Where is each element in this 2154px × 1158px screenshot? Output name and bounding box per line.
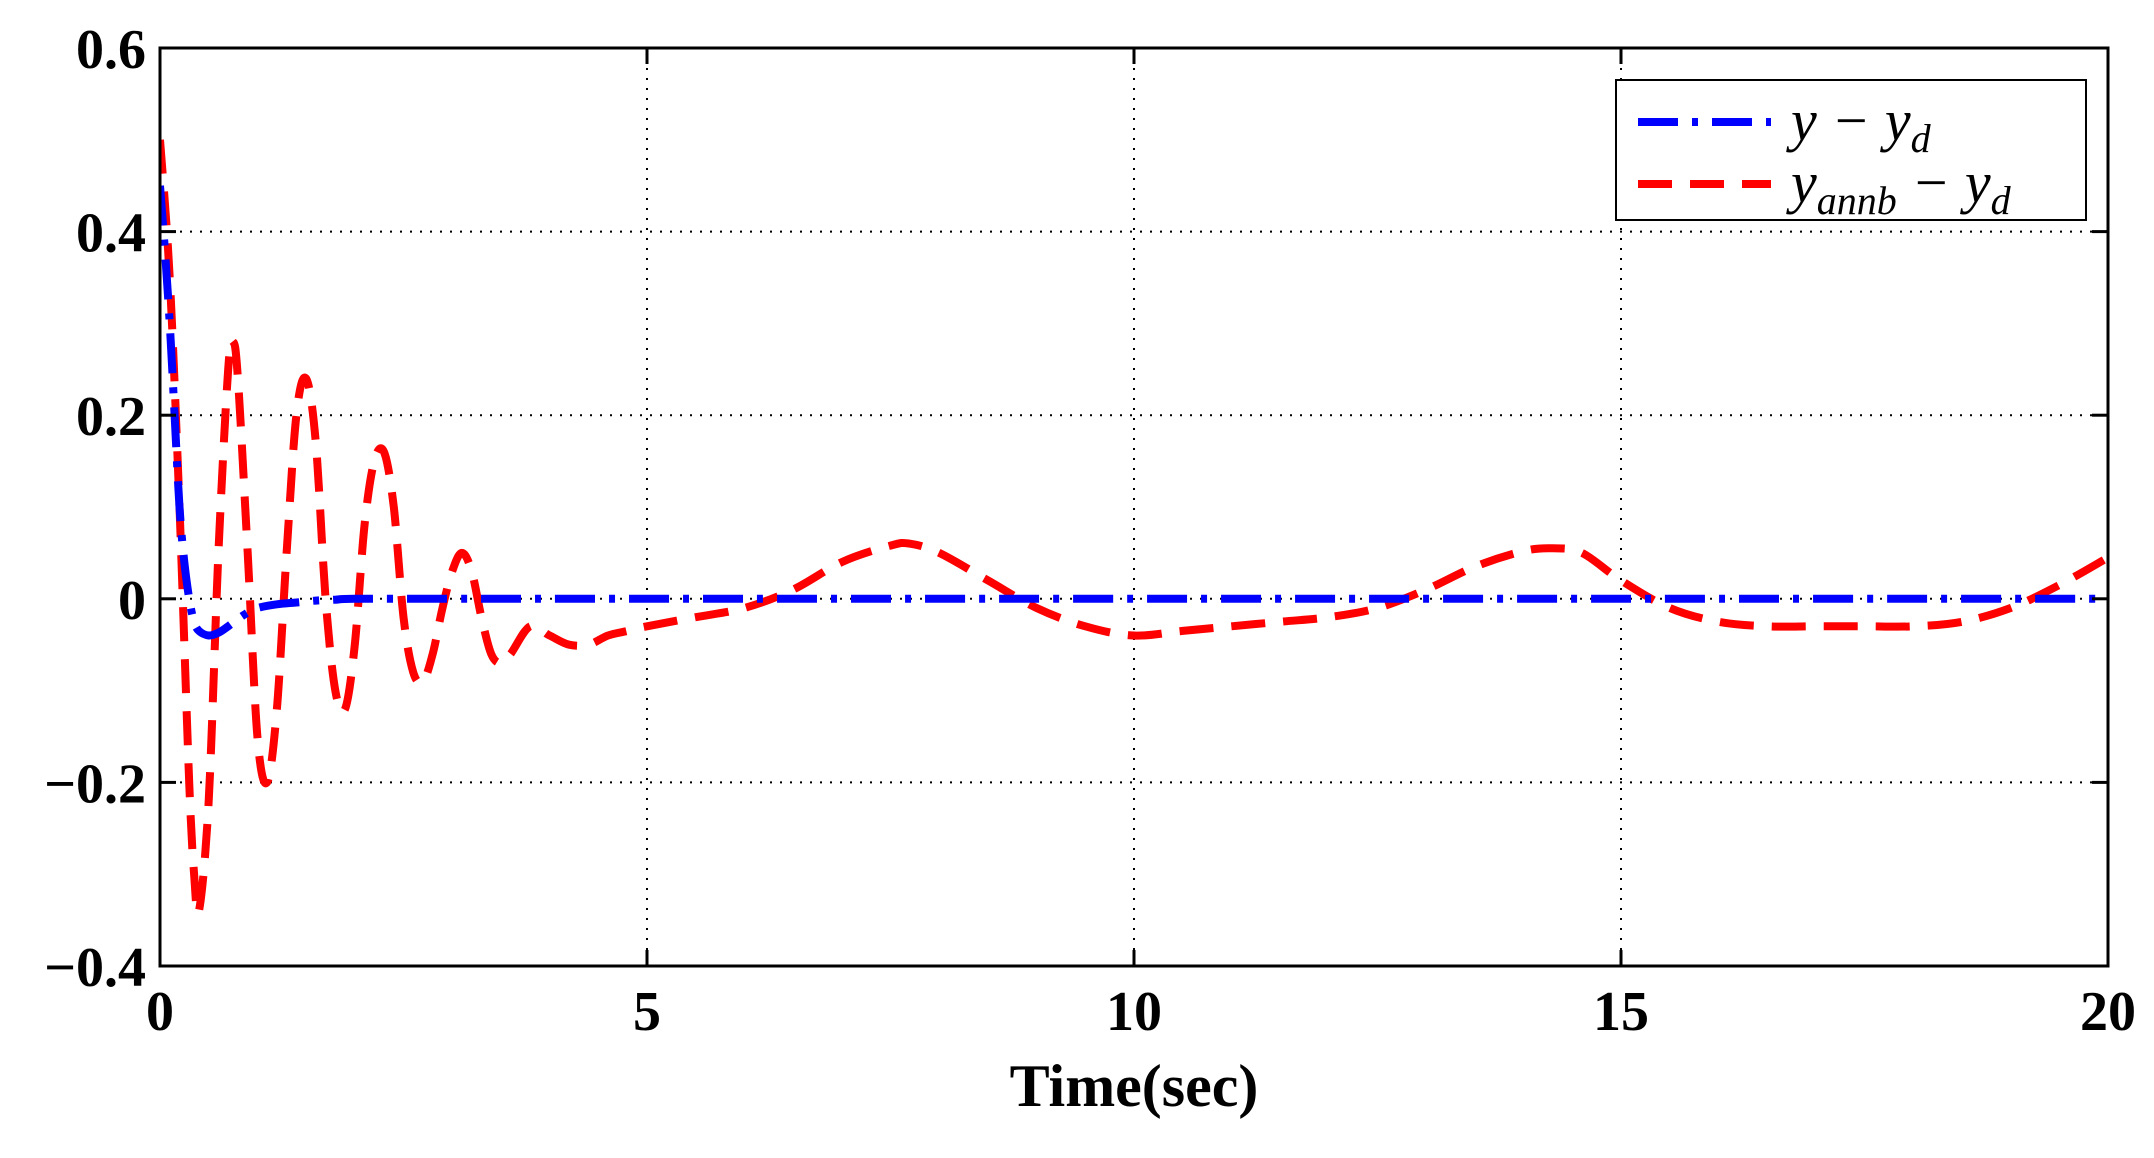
axis-ticks bbox=[158, 46, 2110, 968]
y-tick-label: 0.6 bbox=[76, 19, 146, 81]
y-tick-label: 0.4 bbox=[76, 203, 146, 265]
legend-entry-yannb-minus-yd: yannb − yd bbox=[1786, 150, 2012, 223]
legend-entry-y-minus-yd: y − yd bbox=[1786, 88, 1932, 161]
x-tick-label: 20 bbox=[2080, 981, 2136, 1043]
y-tick-label: 0 bbox=[118, 570, 146, 632]
x-tick-label: 10 bbox=[1106, 981, 1162, 1043]
y-tick-label: −0.4 bbox=[44, 937, 146, 999]
x-tick-label: 5 bbox=[633, 981, 661, 1043]
y-tick-label: −0.2 bbox=[44, 753, 146, 815]
legend-box bbox=[1615, 79, 2087, 221]
series-line-y-minus-yd bbox=[160, 185, 2108, 640]
x-tick-label: 0 bbox=[146, 981, 174, 1043]
x-tick-label: 15 bbox=[1593, 981, 1649, 1043]
y-tick-label: 0.2 bbox=[76, 386, 146, 448]
series-line-yannb-minus-yd bbox=[160, 139, 2108, 918]
x-axis-title: Time(sec) bbox=[1010, 1053, 1259, 1119]
tick-labels: 0 5 10 15 20 −0.4 −0.2 0 0.2 0.4 0.6 bbox=[44, 19, 2136, 1043]
plot-area bbox=[160, 139, 2108, 918]
